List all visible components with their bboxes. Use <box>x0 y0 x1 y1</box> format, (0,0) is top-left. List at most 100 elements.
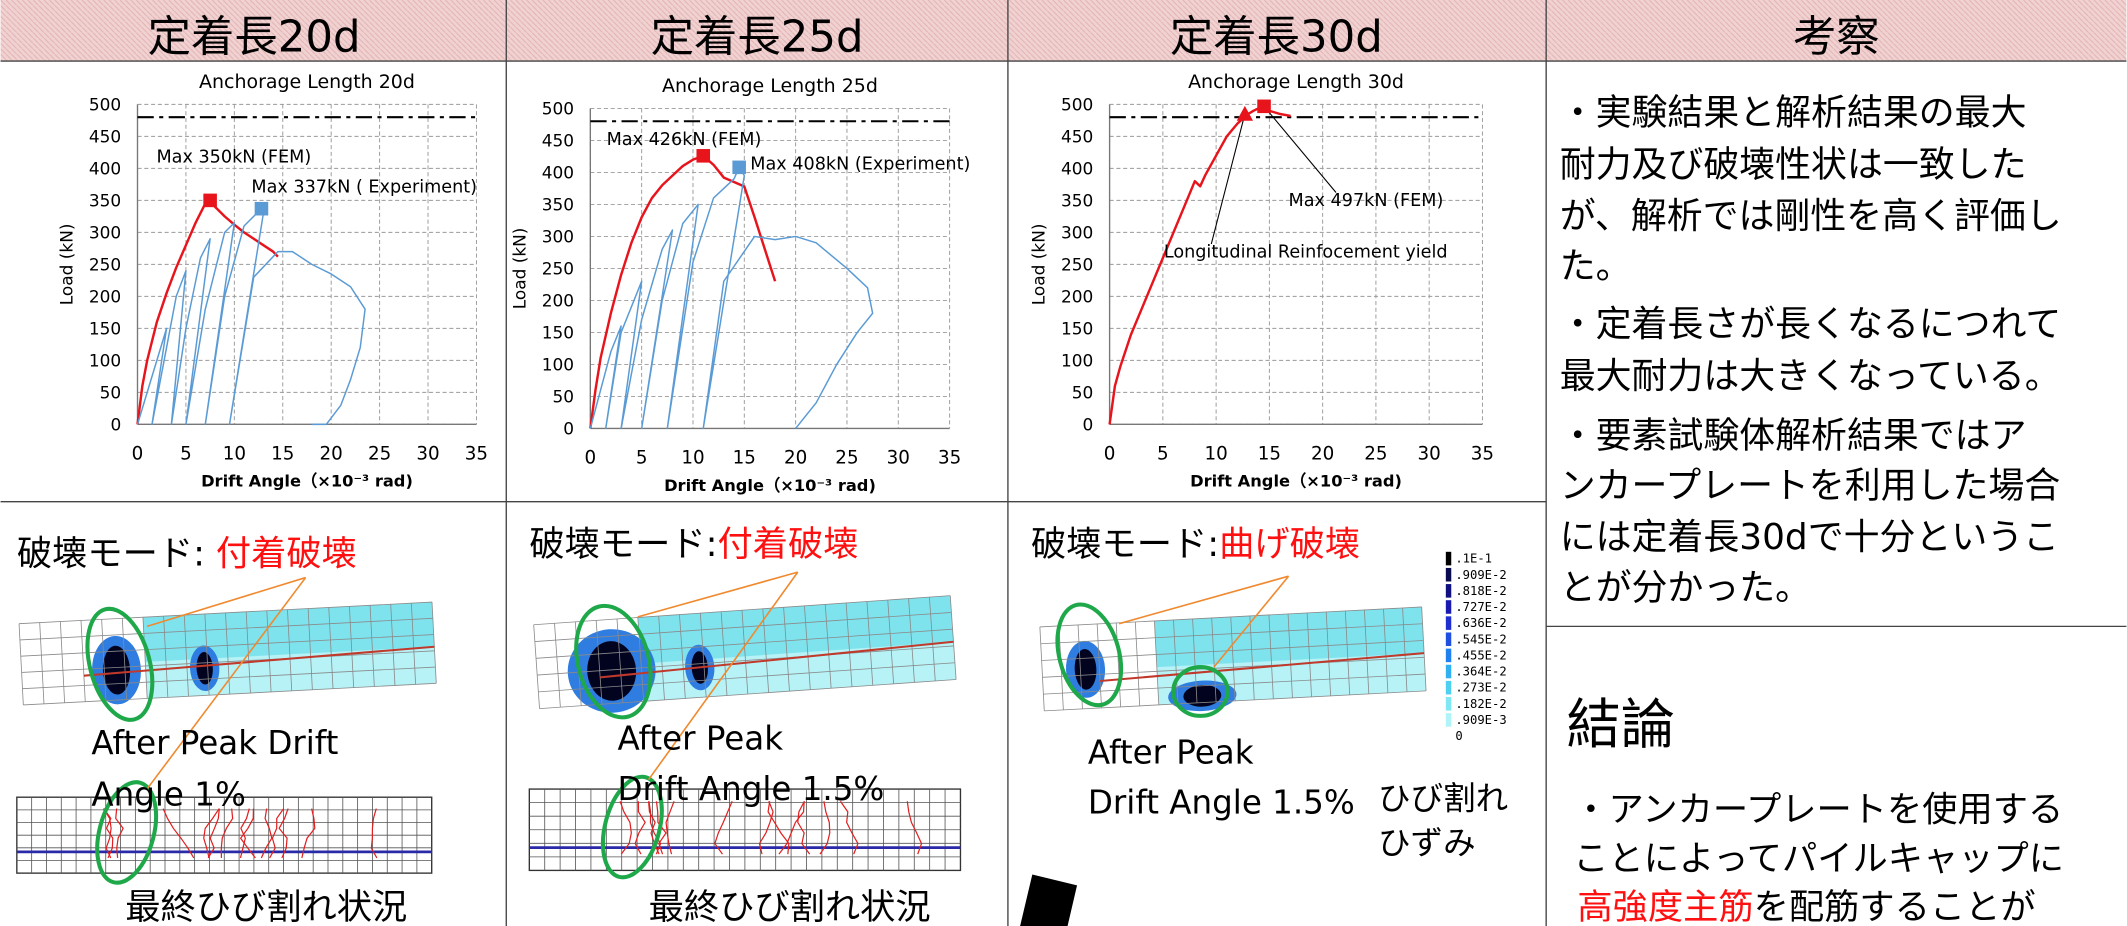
x-tick-label: 35 <box>1471 444 1494 465</box>
x-tick-label: 25 <box>835 448 858 469</box>
x-tick-label: 30 <box>1418 444 1441 465</box>
legend-swatch <box>1446 665 1451 679</box>
legend-label: .636E-2 <box>1455 616 1506 630</box>
x-tick-label: 30 <box>416 444 439 465</box>
failure-mode: 破壊モード:曲げ破壊 <box>1031 524 1360 565</box>
x-tick-label: 30 <box>887 448 910 469</box>
y-tick-label: 300 <box>542 227 574 247</box>
discussion-line: ・要素試験体解析結果ではア <box>1560 415 2027 456</box>
discussion-line: とが分かった。 <box>1560 567 1811 608</box>
slide: 定着長20d定着長25d定着長30d考察Anchorage Length 20d… <box>0 0 2127 926</box>
conclusion-text: を配筋することが <box>1754 887 2036 926</box>
legend-swatch <box>1446 649 1451 663</box>
x-tick-label: 15 <box>271 444 294 465</box>
marker <box>732 161 746 175</box>
figure-caption: Angle 1% <box>91 775 245 813</box>
figure-caption: Drift Angle 1.5% <box>1088 783 1355 821</box>
y-tick-label: 400 <box>1061 158 1093 178</box>
x-tick-label: 25 <box>1364 444 1387 465</box>
y-tick-label: 350 <box>89 190 121 210</box>
y-tick-label: 150 <box>542 323 574 343</box>
discussion-line: ンカープレートを利用した場合 <box>1560 466 2061 507</box>
chart-title: Anchorage Length 25d <box>662 75 878 97</box>
x-tick-label: 35 <box>938 448 961 469</box>
legend-swatch <box>1446 600 1451 614</box>
marker <box>696 149 710 163</box>
discussion-line: ・定着長さが長くなるにつれて <box>1560 304 2062 345</box>
y-tick-label: 450 <box>89 126 121 146</box>
x-tick-label: 25 <box>368 444 391 465</box>
annotation: Max 408kN (Experiment) <box>750 154 970 174</box>
discussion-line: た。 <box>1560 246 1632 287</box>
discussion-line: 耐力及び破壊性状は一致した <box>1560 144 2027 185</box>
discussion-line: には定着長30dで十分というこ <box>1560 517 2059 558</box>
x-tick-label: 10 <box>223 444 246 465</box>
legend-swatch <box>1446 681 1451 695</box>
figure-caption: After Peak <box>1088 733 1254 771</box>
conclusion-highlight: 高強度主筋 <box>1577 887 1753 926</box>
chart-title: Anchorage Length 30d <box>1188 71 1404 93</box>
y-tick-label: 50 <box>1072 382 1094 402</box>
side-caption: ひび割れ <box>1378 779 1508 817</box>
x-tick-label: 35 <box>465 444 488 465</box>
y-tick-label: 100 <box>1061 350 1093 370</box>
marker <box>203 194 217 208</box>
legend-swatch <box>1446 584 1451 598</box>
fem-beam <box>19 602 436 709</box>
leader-line <box>1264 106 1336 192</box>
failure-mode: 破壊モード:付着破壊 <box>17 533 357 574</box>
legend-swatch <box>1446 729 1451 743</box>
x-tick-label: 10 <box>681 448 704 469</box>
column-header: 定着長20d <box>148 13 361 63</box>
failure-mode: 破壊モード:付着破壊 <box>529 524 858 565</box>
x-axis-label: Drift Angle（×10⁻³ rad) <box>201 472 413 491</box>
legend-swatch <box>1446 552 1451 566</box>
y-tick-label: 350 <box>542 195 574 215</box>
annotation: Max 426kN (FEM) <box>607 130 762 150</box>
black-shape <box>1020 874 1077 926</box>
legend-label: .1E-1 <box>1455 552 1492 566</box>
conclusion-title: 結論 <box>1566 693 1674 756</box>
y-tick-label: 400 <box>542 163 574 183</box>
x-tick-label: 0 <box>132 444 144 465</box>
annotation: Max 350kN (FEM) <box>156 148 311 168</box>
column-header: 考察 <box>1793 13 1880 63</box>
x-tick-label: 15 <box>1258 444 1281 465</box>
data-line <box>590 156 775 429</box>
crack-caption: 最終ひび割れ状況 <box>649 887 931 926</box>
x-tick-label: 20 <box>784 448 807 469</box>
figure-caption: Drift Angle 1.5% <box>617 770 884 808</box>
failure-mode-label: 破壊モード: <box>529 524 717 565</box>
y-tick-label: 450 <box>1061 126 1093 146</box>
column-header: 定着長25d <box>651 13 864 63</box>
legend-swatch <box>1446 632 1451 646</box>
y-tick-label: 200 <box>89 286 121 306</box>
x-tick-label: 5 <box>180 444 192 465</box>
column-header: 定着長30d <box>1170 13 1383 63</box>
y-tick-label: 50 <box>552 387 574 407</box>
conclusion-line: ・アンカープレートを使用する <box>1573 790 2063 831</box>
x-tick-label: 20 <box>320 444 343 465</box>
legend-label: .818E-2 <box>1455 584 1506 598</box>
y-tick-label: 450 <box>542 131 574 151</box>
legend-swatch <box>1446 713 1451 727</box>
figure-caption: After Peak <box>617 720 783 758</box>
conclusion-line: 高強度主筋を配筋することが <box>1577 887 2035 926</box>
discussion-line: ・実験結果と解析結果の最大 <box>1560 93 2027 134</box>
discussion-line: が、解析では剛性を高く評価し <box>1560 196 2062 237</box>
failure-mode-value: 付着破壊 <box>216 533 357 574</box>
x-tick-label: 20 <box>1311 444 1334 465</box>
y-tick-label: 500 <box>1061 94 1093 114</box>
y-axis-label: Load (kN) <box>509 228 529 310</box>
annotation: Max 337kN ( Experiment) <box>251 178 477 198</box>
legend-label: .364E-2 <box>1455 665 1506 679</box>
x-tick-label: 10 <box>1204 444 1227 465</box>
figure-caption: After Peak Drift <box>91 724 338 762</box>
data-line <box>1110 106 1291 424</box>
x-tick-label: 5 <box>636 448 648 469</box>
y-tick-label: 500 <box>542 99 574 119</box>
marker <box>1257 100 1271 114</box>
legend-label: .909E-2 <box>1455 568 1506 582</box>
y-tick-label: 250 <box>89 254 121 274</box>
legend-swatch <box>1446 616 1451 630</box>
